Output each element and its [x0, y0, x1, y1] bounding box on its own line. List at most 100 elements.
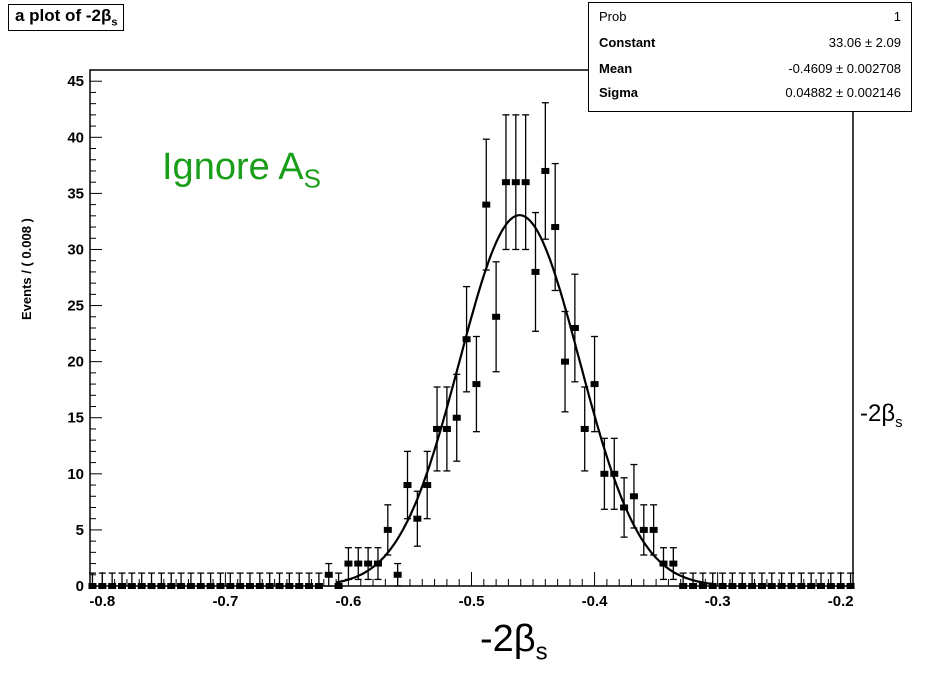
data-point	[275, 583, 284, 589]
data-point	[689, 583, 698, 589]
data-point	[423, 482, 432, 489]
data-point	[452, 414, 461, 421]
y-axis-label: Events / ( 0.008 )	[19, 218, 34, 320]
data-point	[669, 560, 678, 567]
data-point	[551, 224, 560, 231]
data-point	[718, 583, 727, 589]
data-point	[236, 583, 245, 589]
data-point	[206, 583, 215, 589]
data-point	[826, 583, 835, 589]
data-point	[334, 583, 343, 589]
x-tick-label: -0.2	[828, 593, 854, 610]
data-point	[492, 313, 501, 320]
x-tick-label: -0.3	[705, 593, 731, 610]
data-point	[88, 583, 97, 589]
stats-row-prob: Prob 1	[599, 9, 901, 27]
x-tick-label: -0.5	[459, 593, 485, 610]
data-point	[108, 583, 117, 589]
stats-value: -0.4609 ± 0.002708	[788, 61, 901, 76]
y-tick-label: 40	[67, 129, 84, 146]
side-label-sub: s	[895, 413, 903, 431]
x-tick-label: -0.7	[212, 593, 238, 610]
data-point	[157, 583, 166, 589]
data-point	[649, 526, 658, 533]
data-point	[846, 583, 855, 589]
data-point	[285, 583, 294, 589]
data-point	[620, 504, 629, 511]
stats-key: Prob	[599, 9, 627, 24]
side-label: -2βs	[860, 400, 903, 431]
data-point	[127, 583, 136, 589]
stats-value: 33.06 ± 2.09	[828, 35, 901, 50]
stats-row-sigma: Sigma 0.04882 ± 0.002146	[599, 85, 901, 103]
data-point	[521, 179, 530, 186]
data-point	[403, 482, 412, 489]
side-label-text: -2β	[860, 400, 896, 427]
y-tick-label: 45	[67, 73, 84, 90]
data-point	[501, 179, 510, 186]
bottom-label-sub: s	[535, 638, 548, 666]
stats-value: 1	[893, 9, 901, 24]
y-tick-label: 0	[76, 578, 84, 595]
data-point	[295, 583, 304, 589]
y-tick-label: 30	[67, 241, 84, 258]
data-point	[561, 358, 570, 365]
tick-labels: 0 5 10 15 20 25 30 35 40 45 -0.8 -0.7 -0.6 -0.5 -0.4 -0…	[67, 73, 853, 610]
plot-title: a plot of -2βs	[8, 4, 125, 32]
data-point	[413, 515, 422, 522]
data-point	[255, 583, 264, 589]
data-point	[383, 526, 392, 533]
y-tick-label: 10	[67, 466, 84, 483]
data-point	[580, 425, 589, 432]
data-point	[305, 583, 314, 589]
data-point	[472, 381, 481, 388]
data-point	[354, 560, 363, 567]
plot-ticks	[89, 80, 854, 587]
data-point	[679, 583, 688, 589]
fit-stats-box: Prob 1 Constant 33.06 ± 2.09 Mean -0.460…	[588, 2, 912, 112]
stats-key: Mean	[599, 61, 633, 76]
data-point	[393, 571, 402, 578]
y-tick-label: 15	[67, 410, 84, 427]
plot-title-text: a plot of -2β	[15, 6, 112, 25]
data-point	[629, 493, 638, 500]
data-point	[462, 336, 471, 343]
annotation-text: Ignore A	[162, 146, 304, 188]
data-points	[88, 167, 855, 589]
data-point	[196, 583, 205, 589]
data-point	[797, 583, 806, 589]
data-point	[610, 470, 619, 477]
data-point	[137, 583, 146, 589]
x-tick-label: -0.4	[582, 593, 609, 610]
bottom-label: -2βs	[480, 618, 548, 667]
annotation-ignore-as: Ignore AS	[162, 146, 321, 195]
x-tick-label: -0.6	[336, 593, 362, 610]
data-point	[324, 571, 333, 578]
data-point	[807, 583, 816, 589]
bottom-label-text: -2β	[480, 618, 536, 660]
y-tick-label: 5	[76, 522, 84, 539]
annotation-sub: S	[303, 163, 321, 194]
data-point	[177, 583, 186, 589]
data-point	[767, 583, 776, 589]
data-point	[600, 470, 609, 477]
data-point	[117, 583, 126, 589]
gaussian-fit-curve	[335, 214, 716, 586]
data-point	[777, 583, 786, 589]
data-point	[442, 425, 451, 432]
data-point	[433, 425, 442, 432]
data-point	[757, 583, 766, 589]
data-point	[728, 583, 737, 589]
data-point	[167, 583, 176, 589]
data-point	[314, 583, 323, 589]
data-point	[98, 583, 107, 589]
data-point	[186, 583, 195, 589]
stats-row-constant: Constant 33.06 ± 2.09	[599, 35, 901, 53]
x-tick-label: -0.8	[89, 593, 115, 610]
data-point	[344, 560, 353, 567]
stats-key: Sigma	[599, 85, 639, 100]
data-point	[639, 526, 648, 533]
data-point	[738, 583, 747, 589]
data-point	[482, 201, 491, 208]
data-point	[364, 560, 373, 567]
